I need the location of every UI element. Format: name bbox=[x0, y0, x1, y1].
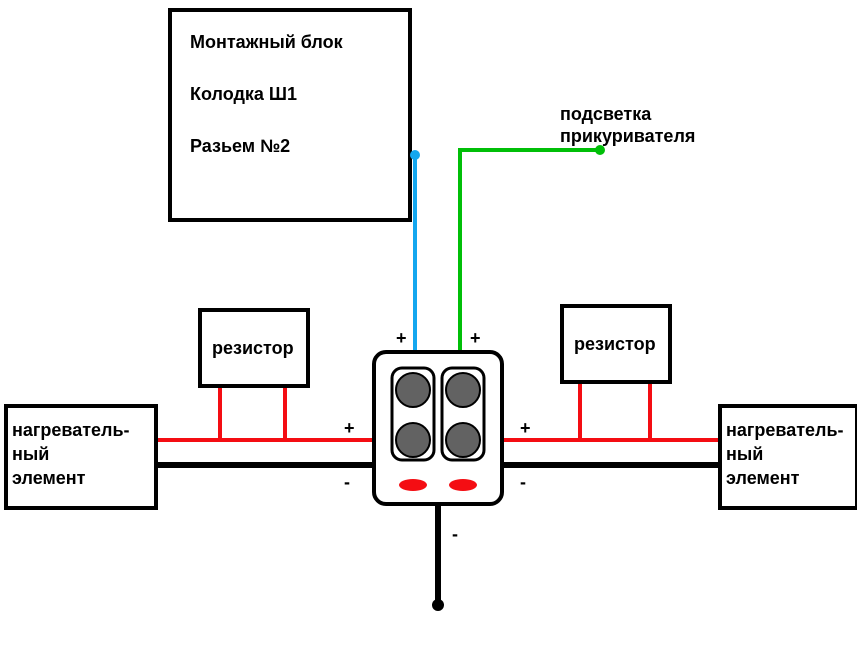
mounting-block-line1: Монтажный блок bbox=[190, 32, 344, 52]
red-wire-left bbox=[156, 386, 374, 440]
mounting-block-line2: Колодка Ш1 bbox=[190, 84, 297, 104]
right-heater-line1: нагреватель- bbox=[726, 420, 844, 440]
left-heater-line2: ный bbox=[12, 444, 49, 464]
plus-blue: + bbox=[396, 328, 407, 348]
left-resistor-label: резистор bbox=[212, 338, 294, 358]
left-heater-line3: элемент bbox=[12, 468, 86, 488]
left-heater-line1: нагреватель- bbox=[12, 420, 130, 440]
backlight-label-line2: прикуривателя bbox=[560, 126, 695, 146]
right-minus-sign: - bbox=[520, 472, 526, 492]
ground-wire bbox=[432, 504, 444, 611]
left-minus-sign: - bbox=[344, 472, 350, 492]
right-heater-line3: элемент bbox=[726, 468, 800, 488]
backlight-label-line1: подсветка bbox=[560, 104, 652, 124]
left-plus-sign: + bbox=[344, 418, 355, 438]
plus-green: + bbox=[470, 328, 481, 348]
right-resistor-label: резистор bbox=[574, 334, 656, 354]
mounting-block-line3: Разьем №2 bbox=[190, 136, 290, 156]
ground-minus-sign: - bbox=[452, 524, 458, 544]
right-plus-sign: + bbox=[520, 418, 531, 438]
red-wire-right bbox=[502, 382, 720, 440]
right-heater-line2: ный bbox=[726, 444, 763, 464]
wiring-diagram: Монтажный блок Колодка Ш1 Разьем №2 подс… bbox=[0, 0, 857, 660]
switch-block bbox=[374, 352, 502, 504]
